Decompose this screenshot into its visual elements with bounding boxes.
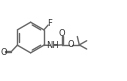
Text: O: O (67, 40, 74, 49)
Text: O: O (0, 48, 7, 57)
Text: O: O (58, 29, 65, 38)
Text: NH: NH (46, 41, 59, 50)
Text: F: F (47, 19, 52, 28)
